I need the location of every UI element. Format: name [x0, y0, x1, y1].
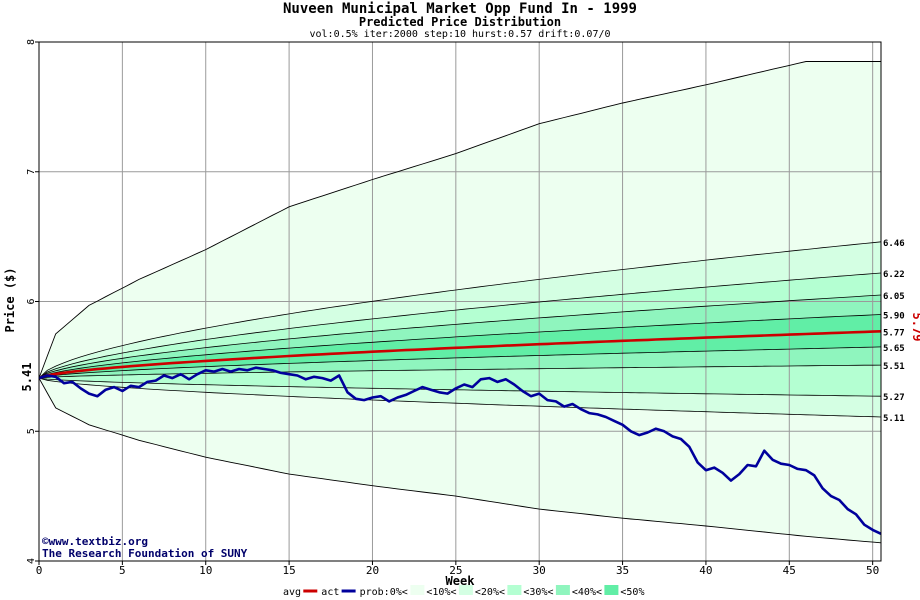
y-tick-label: 6 [26, 298, 37, 304]
legend-band-label: <10%< [426, 587, 456, 598]
series-lines [38, 330, 882, 535]
legend-band-swatch [410, 585, 425, 595]
y-axis-label: Price ($) [3, 267, 17, 332]
y-tick-label: 8 [26, 39, 37, 45]
chart-subtitle: Predicted Price Distribution [359, 15, 561, 29]
x-tick-label: 45 [783, 564, 796, 577]
legend-band-swatch [458, 585, 473, 595]
actual-series-line [38, 366, 882, 535]
quantile-end-label: 6.05 [883, 292, 905, 302]
x-tick-label: 30 [533, 564, 546, 577]
x-tick-label: 0 [36, 564, 43, 577]
legend-prob-label: prob:0%< [360, 587, 408, 598]
quantile-line [38, 241, 882, 379]
x-tick-label: 15 [282, 564, 295, 577]
quantile-end-labels: 6.46 6.22 6.05 5.90 5.77 5.65 5.51 5.27 5.11 [883, 239, 905, 424]
y-tick-label: 4 [26, 558, 37, 564]
x-tick-label: 35 [616, 564, 629, 577]
legend-band-label: <20%< [475, 587, 505, 598]
y-tick-label: 7 [26, 169, 37, 175]
legend-band-swatch [555, 585, 570, 595]
quantile-end-label: 5.51 [883, 362, 905, 372]
quantile-line [38, 346, 882, 379]
credit-textbiz: ©www.textbiz.org [42, 535, 148, 548]
quantile-line [38, 314, 882, 379]
quantile-line [38, 294, 882, 379]
envelope-upper-line [38, 61, 881, 379]
quantile-end-label: 5.65 [883, 344, 905, 354]
avg-series-line [38, 330, 882, 380]
x-tick-label: 10 [199, 564, 212, 577]
start-price-label: 5.41 [20, 363, 34, 392]
x-tick-label: 5 [119, 564, 126, 577]
envelope-lower-line [38, 377, 882, 544]
probability-bands [39, 61, 881, 543]
x-tick-label: 40 [699, 564, 712, 577]
quantile-end-label: 6.46 [883, 239, 905, 249]
credit-suny: The Research Foundation of SUNY [42, 547, 248, 560]
legend-avg-label: avg [283, 587, 301, 598]
x-axis-label: Week [446, 574, 476, 588]
band-prob-40 [39, 314, 881, 379]
legend-band-swatch [604, 585, 619, 595]
chart-labels: Nuveen Municipal Market Opp Fund In - 19… [3, 1, 920, 588]
legend-band-label: <40%< [572, 587, 602, 598]
x-tick-label: 25 [449, 564, 462, 577]
x-tick-label: 50 [866, 564, 879, 577]
chart-params: vol:0.5% iter:2000 step:10 hurst:0.57 dr… [309, 29, 610, 40]
legend-band-swatch [507, 585, 522, 595]
quantile-end-label: 5.27 [883, 393, 905, 403]
y-tick-label: 5 [26, 428, 37, 434]
x-tick-label: 20 [366, 564, 379, 577]
quantile-end-label: 5.11 [883, 414, 905, 424]
chart-title: Nuveen Municipal Market Opp Fund In - 19… [283, 1, 637, 17]
quantile-line [38, 377, 882, 418]
avg-end-price-label: 5.79 [910, 313, 920, 342]
legend-act-label: act [321, 587, 339, 598]
legend: avg act prob:0%< <10%< <20%< <30%< <40%< <50% [283, 585, 644, 598]
quantile-end-label: 5.77 [883, 328, 905, 338]
legend-band-label: <50% [620, 587, 644, 598]
copyright-icon: © [42, 535, 49, 548]
quantile-line [38, 272, 882, 379]
quantile-end-label: 5.90 [883, 311, 905, 321]
quantile-line [38, 377, 882, 397]
quantile-end-label: 6.22 [883, 270, 905, 280]
legend-band-label: <30%< [523, 587, 553, 598]
